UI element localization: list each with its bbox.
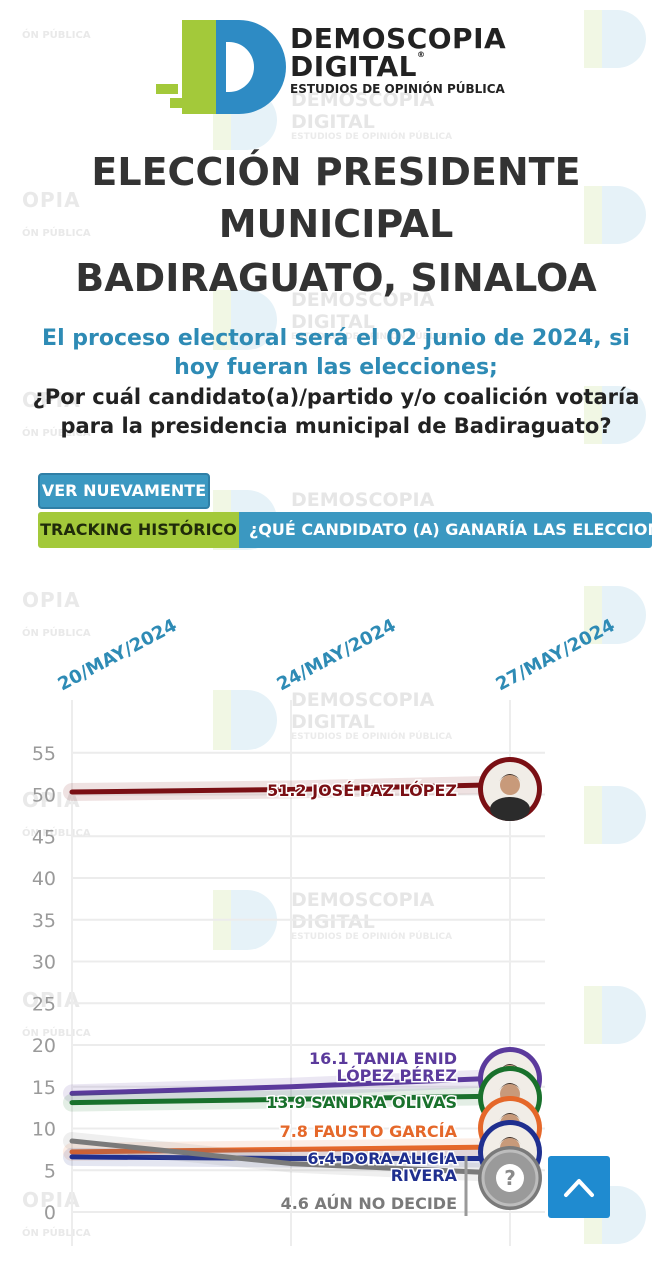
x-tick-label: 24/MAY/2024	[273, 615, 399, 695]
tab-tracking-historico[interactable]: TRACKING HISTÓRICO	[38, 512, 239, 548]
y-tick-label: 35	[32, 910, 56, 932]
page-title-line3: BADIRAGUATO, SINALOA	[75, 256, 597, 300]
series-data-label: 13.9 SANDRA OLIVAS	[266, 1093, 457, 1112]
logo-pixel	[156, 84, 178, 94]
tab-winner-question[interactable]: ¿QUÉ CANDIDATO (A) GANARÍA LAS ELECCIONE…	[239, 512, 652, 548]
y-tick-label: 15	[32, 1077, 56, 1099]
scroll-to-top-button[interactable]	[548, 1156, 610, 1218]
series-data-label: RIVERA	[391, 1166, 458, 1185]
y-tick-label: 40	[32, 868, 56, 890]
undecided-question-icon: ?	[478, 1146, 542, 1210]
chart-end-avatars: ?	[478, 757, 542, 1210]
logo-d-bowl	[216, 20, 286, 114]
logo-d-stem	[182, 20, 222, 114]
brand-logo: DEMOSCOPIA DIGITAL® ESTUDIOS DE OPINIÓN …	[150, 14, 530, 114]
logo-tagline: ESTUDIOS DE OPINIÓN PÚBLICA	[290, 82, 505, 96]
tab-bar: TRACKING HISTÓRICO ¿QUÉ CANDIDATO (A) GA…	[38, 512, 652, 548]
series-data-label: 7.8 FAUSTO GARCÍA	[280, 1122, 458, 1141]
watermark-logo	[574, 10, 654, 68]
y-tick-label: 25	[32, 993, 56, 1015]
y-tick-label: 0	[44, 1202, 56, 1224]
series-line	[69, 1093, 513, 1106]
candidate-avatar	[478, 757, 542, 821]
logo-text-line1: DEMOSCOPIA	[290, 22, 507, 55]
chart-data-labels: 51.2 JOSÉ PAZ LÓPEZ 16.1 TANIA ENIDLÓPEZ …	[265, 780, 468, 1216]
replay-button[interactable]: VER NUEVAMENTE	[38, 473, 210, 509]
logo-pixel	[170, 98, 186, 108]
y-tick-label: 45	[32, 826, 56, 848]
logo-text-line2: DIGITAL®	[290, 50, 426, 83]
y-tick-label: 10	[32, 1119, 56, 1141]
x-tick-label: 20/MAY/2024	[54, 615, 180, 695]
chart-series	[63, 775, 519, 1183]
series-line	[69, 1138, 513, 1177]
series-line	[69, 1154, 513, 1162]
y-tick-label: 20	[32, 1035, 56, 1057]
question-line1: ¿Por cuál candidato(a)/partido y/o coali…	[32, 385, 640, 409]
watermark: ÓN PÚBLICA	[22, 30, 91, 41]
chevron-up-icon	[564, 1179, 594, 1197]
y-tick-label: 55	[32, 743, 56, 765]
series-line	[69, 781, 513, 795]
question-line2: para la presidencia municipal de Badirag…	[60, 414, 612, 438]
chart-y-axis: 0 5 10 15 20 25 30 35 40 45 50 55	[32, 743, 56, 1224]
series-data-label: LÓPEZ PÉREZ	[336, 1066, 457, 1085]
chart-x-axis: 20/MAY/2024 24/MAY/2024 27/MAY/2024	[54, 615, 618, 695]
page-title-line2: MUNICIPAL	[218, 202, 454, 246]
tracking-line-chart: 20/MAY/2024 24/MAY/2024 27/MAY/2024 0 5 10 15…	[32, 615, 618, 1246]
svg-text:?: ?	[504, 1166, 516, 1190]
series-data-label: 4.6 AÚN NO DECIDE	[281, 1194, 457, 1213]
y-tick-label: 50	[32, 785, 56, 807]
series-data-label: 16.1 TANIA ENID	[309, 1049, 457, 1068]
subtitle-line2: hoy fueran las elecciones;	[174, 355, 498, 380]
y-tick-label: 5	[44, 1160, 56, 1182]
series-data-label: 51.2 JOSÉ PAZ LÓPEZ	[267, 781, 457, 800]
x-tick-label: 27/MAY/2024	[492, 615, 618, 695]
subtitle-line1: El proceso electoral será el 02 junio de…	[42, 326, 630, 351]
series-line	[69, 1075, 513, 1096]
page-title-line1: ELECCIÓN PRESIDENTE	[91, 150, 581, 194]
y-tick-label: 30	[32, 952, 56, 974]
series-data-label: 6.4 DORA ALICIA	[307, 1149, 457, 1168]
